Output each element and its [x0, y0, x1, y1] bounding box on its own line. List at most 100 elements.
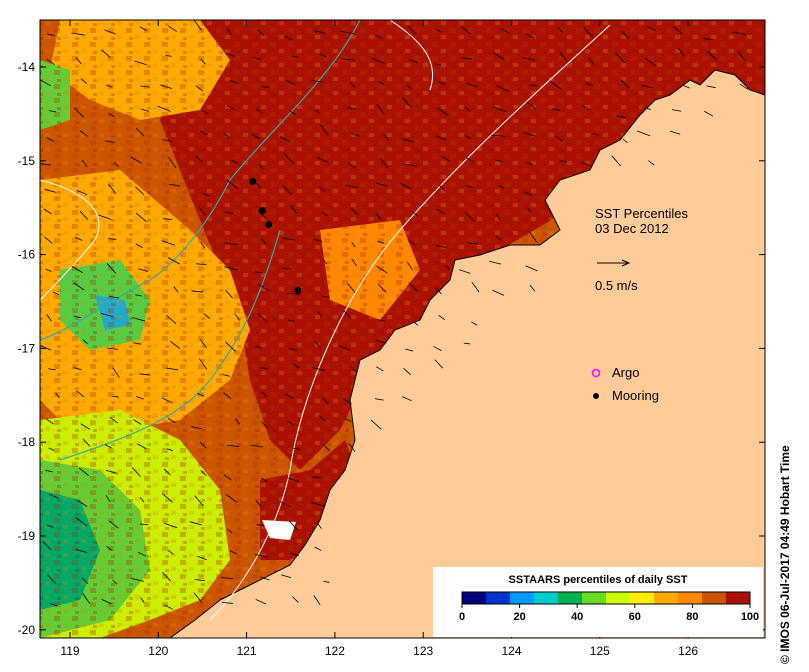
y-axis: -14 -15 -16 -17 -18 -19 -20	[18, 60, 765, 637]
colorbar-frame	[461, 591, 751, 605]
current-vector	[82, 339, 88, 345]
current-vector	[281, 574, 292, 579]
current-vector	[195, 85, 204, 92]
mooring-marker	[249, 177, 257, 185]
current-vector	[408, 59, 418, 63]
current-vector	[196, 393, 205, 397]
current-vector	[226, 494, 238, 503]
current-vector	[167, 156, 177, 168]
current-vector	[73, 315, 82, 318]
current-vector	[194, 495, 204, 506]
current-vector	[45, 268, 52, 272]
current-vector	[498, 184, 505, 190]
colorbar-swatch	[534, 592, 559, 604]
current-vector	[81, 577, 89, 585]
current-vector	[78, 500, 88, 508]
current-vector	[163, 218, 172, 220]
current-vector	[313, 30, 326, 34]
current-vector	[81, 159, 88, 168]
current-vector	[408, 282, 418, 292]
current-vector	[525, 33, 535, 39]
current-vector	[732, 31, 746, 35]
current-vector	[49, 110, 57, 113]
current-vector	[255, 108, 263, 114]
current-vector	[319, 53, 327, 58]
contour-cyan-south	[59, 229, 281, 461]
current-vector	[105, 444, 112, 449]
current-vector	[162, 571, 171, 582]
current-vector	[132, 317, 146, 322]
current-vector	[463, 342, 471, 345]
current-vector	[314, 340, 321, 349]
colorbar-swatch	[462, 592, 487, 604]
current-vector	[557, 27, 563, 33]
current-vector	[285, 393, 294, 399]
current-vector	[583, 26, 594, 38]
current-vector	[261, 238, 268, 246]
current-vector	[203, 193, 210, 197]
current-vector	[403, 368, 411, 375]
plot-area	[40, 20, 765, 638]
plot-frame	[39, 19, 766, 639]
current-vector	[437, 81, 446, 86]
current-vector	[435, 135, 446, 141]
current-vector	[530, 84, 539, 87]
current-vector	[82, 438, 91, 447]
current-vector	[227, 104, 235, 110]
current-vector	[620, 30, 630, 39]
current-vector	[105, 495, 111, 503]
current-vector	[648, 160, 655, 166]
current-vector	[194, 579, 205, 581]
current-vector	[135, 294, 142, 297]
current-vector	[100, 312, 114, 317]
current-vector	[73, 367, 82, 371]
current-vector	[200, 469, 207, 477]
current-vector	[739, 83, 749, 90]
current-vector	[200, 242, 206, 249]
colorbar-swatch	[510, 592, 535, 604]
current-vector	[311, 80, 324, 83]
current-vector	[647, 26, 656, 31]
current-vector	[489, 260, 502, 265]
x-tick-label: 119	[60, 644, 79, 658]
current-vector	[525, 265, 538, 272]
current-vector	[261, 421, 268, 429]
current-vector	[260, 576, 270, 581]
current-vector	[292, 596, 299, 603]
current-vector	[347, 107, 357, 110]
current-vector	[559, 51, 567, 62]
current-vector	[737, 51, 746, 61]
current-vector	[435, 28, 442, 33]
current-vector	[434, 359, 443, 369]
current-vector	[195, 263, 207, 266]
current-vector	[191, 290, 203, 293]
current-vector	[199, 441, 207, 449]
current-vector	[133, 342, 142, 345]
colorbar-swatch	[558, 592, 583, 604]
current-vector	[40, 163, 51, 166]
current-vector	[399, 182, 412, 190]
current-vector	[161, 397, 173, 404]
current-vector	[112, 367, 120, 378]
current-vector	[464, 106, 471, 112]
colorbar-swatch	[630, 592, 655, 604]
current-vector	[227, 444, 240, 448]
argo-legend-label: Argo	[612, 365, 639, 380]
current-vector	[164, 604, 173, 610]
current-vector	[166, 367, 179, 371]
current-vector	[493, 52, 505, 61]
current-vector	[320, 124, 328, 136]
current-vector	[283, 152, 294, 164]
current-vector	[170, 340, 181, 349]
current-vector	[225, 290, 234, 299]
current-vector	[163, 468, 171, 476]
contour-white-east	[209, 24, 611, 621]
current-vector	[466, 157, 474, 162]
current-vector	[193, 20, 203, 31]
current-vector	[165, 54, 172, 57]
current-vector	[491, 134, 506, 137]
current-vector	[200, 58, 206, 65]
current-vector	[202, 110, 209, 115]
current-vector	[109, 520, 119, 529]
current-vector	[76, 390, 85, 398]
